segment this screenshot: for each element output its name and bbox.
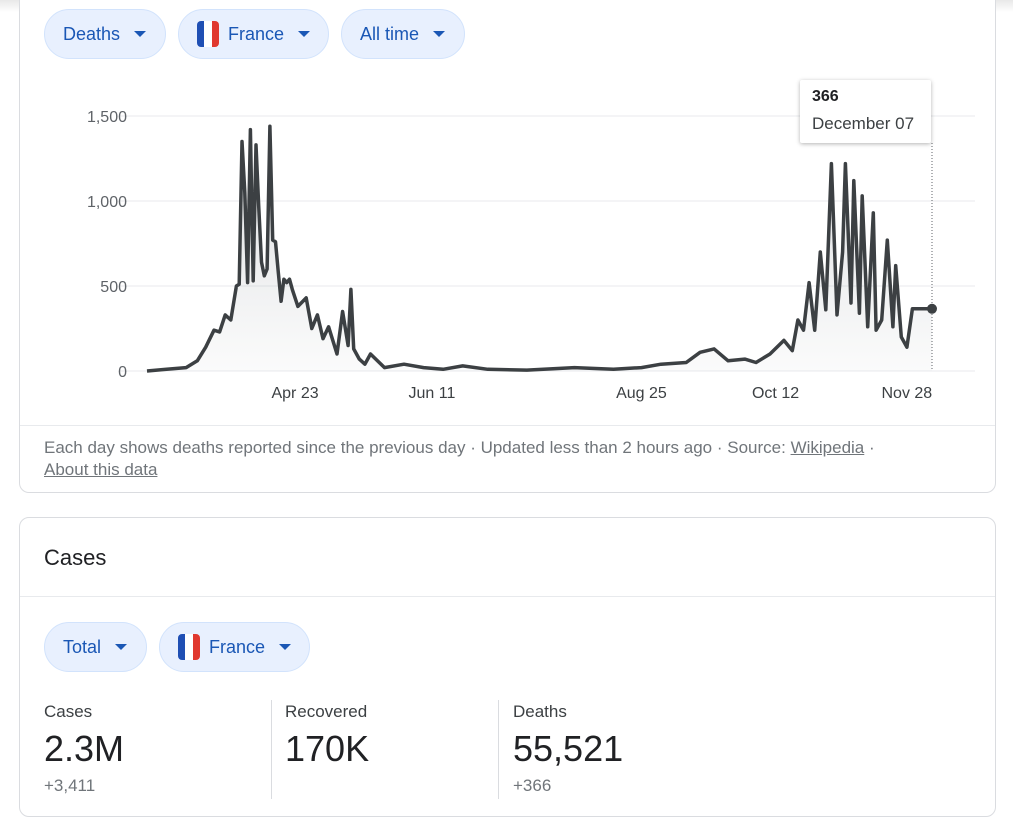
stat-label: Cases (44, 702, 93, 721)
stat-delta: +366 (513, 776, 552, 795)
deaths-line (146, 124, 932, 373)
chevron-down-icon (134, 31, 147, 37)
stat-delta: +3,411 (44, 776, 96, 795)
stat-cases: Cases 2.3M +3,411 (44, 702, 124, 796)
chevron-down-icon (279, 644, 291, 650)
deaths-chart[interactable]: 0 500 1,000 1,500 Apr 23 Jun 11 Aug 25 Oct 12 No… (0, 0, 1013, 430)
france-flag-icon (197, 21, 219, 47)
chart-footnote: Each day shows deaths reported since the… (44, 438, 875, 479)
x-tick-label: Oct 12 (752, 385, 799, 402)
tooltip-value: 366 (812, 88, 839, 105)
x-tick-label: Apr 23 (271, 385, 318, 402)
type-dropdown-label: Total (63, 636, 102, 657)
deaths-area (147, 126, 932, 371)
stat-value: 170K (285, 728, 370, 769)
chevron-down-icon (298, 31, 310, 37)
cases-country-dropdown-label: France (208, 636, 265, 657)
stat-value: 2.3M (44, 728, 125, 769)
stat-label: Deaths (513, 702, 567, 721)
type-dropdown[interactable]: Total (44, 622, 147, 672)
x-tick-label: Nov 28 (882, 385, 933, 402)
cases-country-dropdown[interactable]: France (159, 622, 310, 672)
y-tick-label: 1,500 (87, 109, 127, 126)
y-tick-label: 500 (100, 279, 127, 296)
x-tick-label: Jun 11 (409, 385, 456, 402)
country-dropdown[interactable]: France (178, 9, 329, 59)
chart-tooltip: 366 December 07 (800, 80, 931, 143)
metric-dropdown[interactable]: Deaths (44, 9, 166, 59)
tooltip-date: December 07 (812, 114, 915, 133)
stat-deaths: Deaths 55,521 +366 (513, 702, 623, 796)
stat-value: 55,521 (513, 728, 624, 769)
range-dropdown[interactable]: All time (341, 9, 465, 59)
about-data-link[interactable]: About this data (44, 460, 158, 479)
divider (20, 596, 995, 597)
y-tick-label: 1,000 (87, 194, 127, 211)
chevron-down-icon (115, 644, 128, 650)
footnote-text: Each day shows deaths reported since the… (44, 438, 791, 457)
stat-separator (271, 700, 272, 799)
stat-recovered: Recovered 170K (285, 702, 369, 776)
hover-point (927, 303, 937, 314)
range-dropdown-label: All time (360, 23, 420, 44)
france-flag-icon (178, 634, 200, 660)
chevron-down-icon (433, 31, 446, 37)
metric-dropdown-label: Deaths (63, 23, 121, 44)
source-link[interactable]: Wikipedia (790, 438, 865, 457)
y-tick-label: 0 (118, 364, 127, 381)
cases-card (19, 517, 996, 817)
stat-label: Recovered (285, 702, 368, 721)
x-tick-label: Aug 25 (616, 385, 667, 402)
divider (20, 425, 995, 426)
stat-separator (498, 700, 499, 799)
country-dropdown-label: France (227, 23, 284, 44)
cases-card-title: Cases (44, 545, 107, 570)
